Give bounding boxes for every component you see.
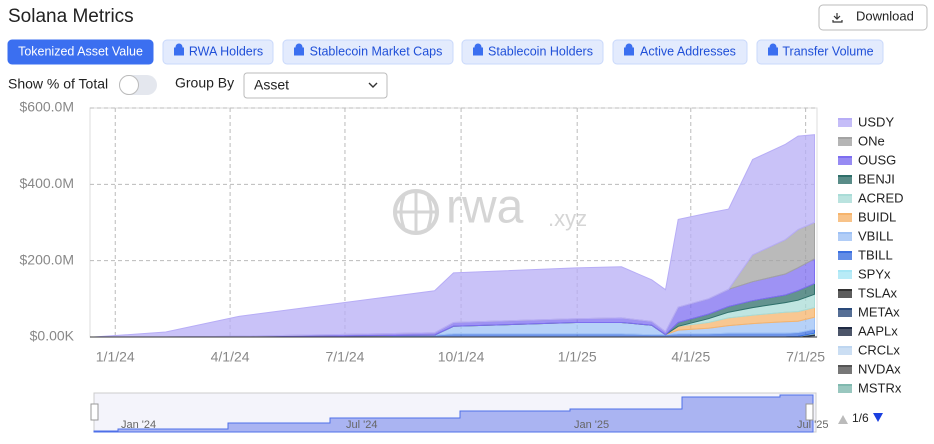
legend-swatch (838, 119, 852, 127)
tab-background (162, 39, 274, 65)
legend-swatch (838, 290, 852, 298)
tab-background (612, 39, 748, 65)
x-tick-label: 10/1/24 (438, 349, 485, 365)
group-by-label: Group By (175, 75, 234, 91)
legend-swatch (838, 309, 852, 317)
x-tick-label: 7/1/24 (325, 349, 364, 365)
area (93, 134, 815, 338)
tab-background (7, 39, 154, 65)
lock-icon (294, 43, 304, 56)
group-select-value: Asset (254, 77, 289, 93)
legend-label: CRCLx (858, 342, 900, 357)
y-tick-label: $400.0M (20, 175, 74, 191)
lock-icon (174, 43, 184, 56)
legend-swatch (838, 328, 852, 336)
tab-background (282, 39, 454, 65)
x-tick-label: 4/1/24 (211, 349, 250, 365)
legend-label: AAPLx (858, 323, 898, 338)
page-title: Solana Metrics (8, 6, 134, 27)
legend-pager[interactable]: 1/6 (838, 411, 883, 425)
legend-label: NVDAx (858, 361, 901, 376)
tab-label: Tokenized Asset Value (18, 44, 143, 58)
x-tick-label: 7/1/25 (786, 349, 825, 365)
x-tick-label: 1/1/25 (558, 349, 597, 365)
toggle[interactable] (119, 75, 157, 95)
navigator-label: Jan '25 (574, 419, 609, 431)
tab[interactable]: Stablecoin Market Caps (282, 39, 454, 65)
legend-label: VBILL (858, 228, 893, 243)
lock-icon (473, 43, 483, 56)
download-label: Download (856, 8, 914, 23)
lock-icon (768, 43, 778, 56)
navigator-label: Jul '25 (797, 419, 828, 431)
group-select[interactable]: Asset (243, 72, 388, 99)
tab[interactable]: Stablecoin Holders (461, 39, 604, 65)
tab-label: Active Addresses (640, 44, 736, 58)
y-tick-label: $200.0M (20, 251, 74, 267)
legend-label: METAx (858, 304, 900, 319)
legend-swatch (838, 138, 852, 146)
legend-label: TBILL (858, 247, 893, 262)
tab[interactable]: Active Addresses (612, 39, 748, 65)
legend-swatch (838, 366, 852, 374)
legend-swatch (838, 157, 852, 165)
legend-label: OUSG (858, 152, 896, 167)
navigator-label: Jul '24 (346, 419, 377, 431)
x-tick-label: 4/1/25 (671, 349, 710, 365)
lock-icon (624, 43, 634, 56)
legend-label: MSTRx (858, 380, 902, 395)
download-button[interactable]: Download (818, 4, 928, 31)
navigator-label: Jan '24 (121, 419, 156, 431)
tab-background (461, 39, 604, 65)
legend-swatch (838, 385, 852, 393)
legend-swatch (838, 233, 852, 241)
legend-label: TSLAx (858, 285, 898, 300)
legend-swatch (838, 214, 852, 222)
y-tick-label: $0.00K (30, 328, 75, 344)
legend-label: ONe (858, 133, 885, 148)
legend-label: ACRED (858, 190, 904, 205)
tab-label: Transfer Volume (782, 44, 873, 58)
x-tick-label: 1/1/24 (96, 349, 135, 365)
tab[interactable]: RWA Holders (162, 39, 274, 65)
watermark-main: rwa (446, 181, 524, 234)
tab-label: RWA Holders (189, 44, 263, 58)
tab-label: Stablecoin Market Caps (310, 44, 443, 58)
legend-label: SPYx (858, 266, 891, 281)
watermark: rwa .xyz (393, 181, 587, 235)
legend-label: BENJI (858, 171, 895, 186)
tab[interactable]: Transfer Volume (756, 39, 884, 65)
legend-swatch (838, 176, 852, 184)
legend-page: 1/6 (852, 411, 869, 425)
legend-label: BUIDL (858, 209, 896, 224)
navigator (90, 392, 817, 433)
watermark-suffix: .xyz (548, 206, 587, 231)
legend-swatch (838, 195, 852, 203)
legend-swatch (838, 271, 852, 279)
tab-background (756, 39, 884, 65)
legend-label: USDY (858, 114, 894, 129)
tab[interactable]: Tokenized Asset Value (7, 39, 154, 65)
y-tick-label: $600.0M (20, 99, 74, 115)
show-pct-label: Show % of Total (8, 76, 108, 92)
legend-swatch (838, 347, 852, 355)
legend-swatch (838, 252, 852, 260)
tab-label: Stablecoin Holders (488, 44, 593, 58)
